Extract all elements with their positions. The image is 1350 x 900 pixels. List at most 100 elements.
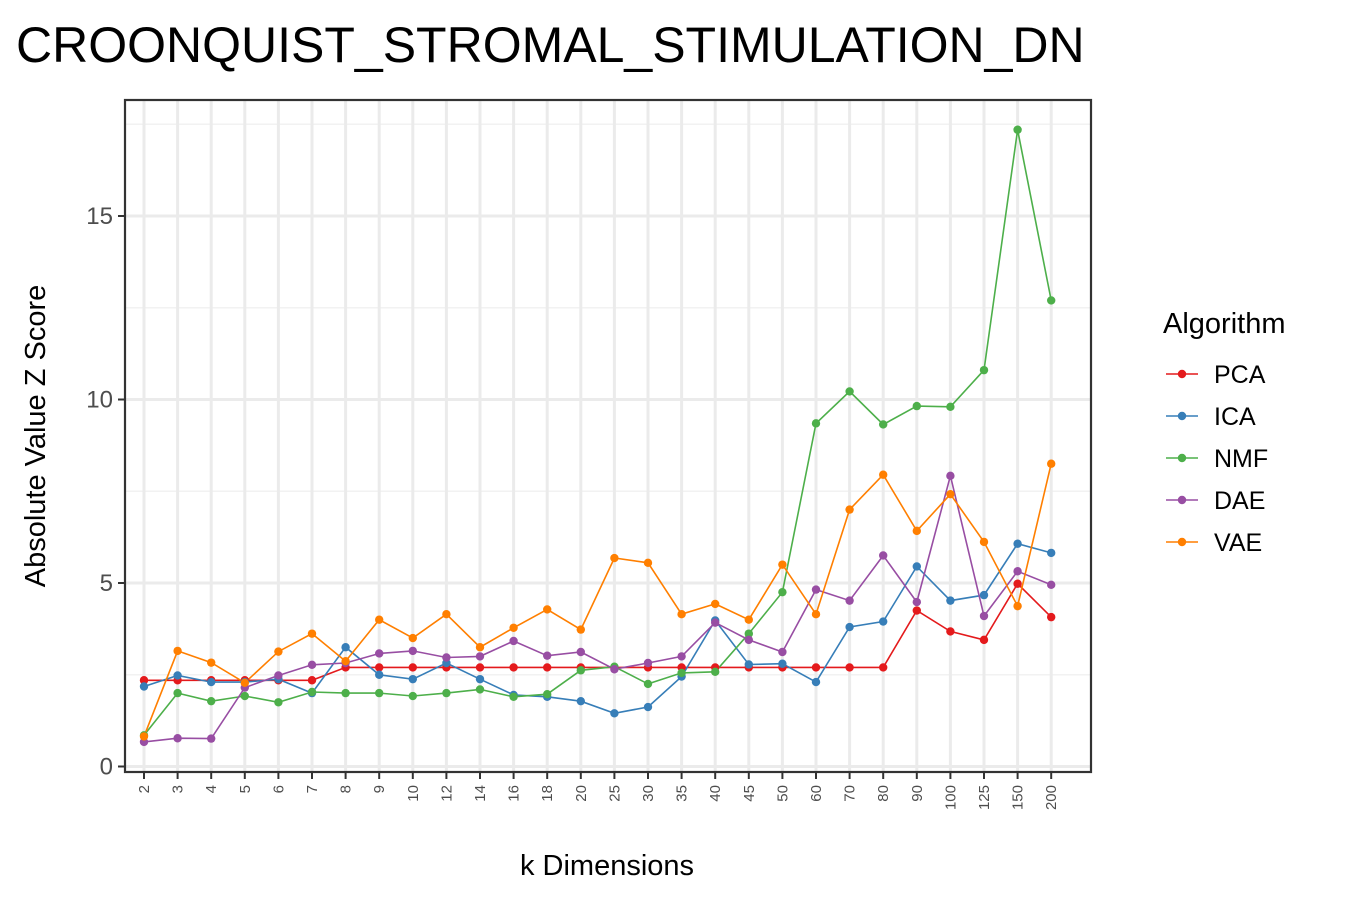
- y-tick-label: 10: [86, 387, 113, 414]
- data-point-nmf: [475, 685, 485, 694]
- data-point-dae: [475, 652, 485, 661]
- data-point-nmf: [341, 688, 350, 698]
- data-point-pca: [979, 635, 989, 645]
- legend-label-ica: ICA: [1214, 403, 1256, 431]
- data-point-vae: [173, 646, 182, 656]
- data-point-ica: [576, 696, 585, 706]
- data-point-nmf: [711, 667, 720, 677]
- x-tick-label: 12: [438, 785, 455, 802]
- data-point-nmf: [912, 401, 921, 411]
- data-point-ica: [879, 617, 888, 626]
- x-tick-label: 80: [875, 785, 892, 802]
- data-point-vae: [139, 732, 149, 741]
- legend-label-nmf: NMF: [1214, 445, 1268, 473]
- data-point-nmf: [375, 688, 384, 698]
- data-point-vae: [610, 553, 619, 563]
- data-point-ica: [1013, 539, 1022, 548]
- data-point-ica: [341, 643, 350, 652]
- data-point-nmf: [543, 690, 552, 699]
- y-tick-label: 5: [100, 570, 113, 597]
- data-point-ica: [475, 674, 485, 684]
- data-point-ica: [173, 671, 182, 680]
- chart-title: CROONQUIST_STROMAL_STIMULATION_DN: [16, 17, 1085, 73]
- x-tick-label: 35: [674, 785, 691, 802]
- data-point-dae: [744, 635, 753, 645]
- x-tick-label: 4: [203, 785, 220, 793]
- data-point-vae: [643, 558, 653, 568]
- data-point-dae: [879, 551, 888, 560]
- data-point-dae: [643, 658, 653, 668]
- data-point-ica: [744, 660, 753, 669]
- data-point-dae: [509, 636, 518, 646]
- data-point-nmf: [576, 666, 585, 675]
- x-tick-label: 3: [170, 785, 187, 793]
- data-point-pca: [408, 663, 417, 672]
- data-point-dae: [375, 649, 384, 658]
- data-point-vae: [442, 609, 451, 619]
- legend-key-point-vae: [1177, 537, 1187, 547]
- data-point-dae: [207, 734, 216, 743]
- data-point-ica: [207, 677, 216, 687]
- data-point-pca: [1047, 612, 1056, 622]
- data-point-vae: [677, 609, 686, 619]
- data-point-nmf: [643, 679, 653, 689]
- data-point-ica: [811, 677, 821, 687]
- data-point-nmf: [1013, 125, 1022, 134]
- data-point-vae: [711, 599, 720, 609]
- data-point-vae: [543, 605, 552, 614]
- data-point-vae: [475, 643, 485, 652]
- data-point-dae: [1047, 580, 1056, 590]
- x-tick-label: 9: [371, 785, 388, 793]
- data-point-pca: [1013, 579, 1022, 588]
- data-point-dae: [811, 585, 821, 594]
- data-point-ica: [408, 674, 417, 684]
- x-tick-label: 70: [842, 785, 859, 802]
- data-point-vae: [240, 678, 249, 688]
- data-point-dae: [307, 660, 317, 670]
- x-tick-label: 18: [539, 785, 556, 802]
- data-point-vae: [845, 505, 854, 514]
- data-point-dae: [778, 647, 787, 657]
- legend-key-point-ica: [1177, 411, 1187, 421]
- data-point-dae: [845, 596, 854, 605]
- data-point-dae: [173, 734, 182, 743]
- data-point-dae: [912, 597, 921, 607]
- data-point-nmf: [173, 688, 182, 698]
- data-point-pca: [912, 606, 921, 615]
- data-point-vae: [207, 658, 216, 667]
- data-point-pca: [509, 663, 518, 672]
- series-line-vae: [143, 463, 1052, 737]
- data-point-pca: [139, 676, 149, 685]
- data-point-nmf: [1047, 296, 1056, 305]
- data-point-vae: [576, 625, 585, 634]
- data-point-dae: [1013, 567, 1022, 576]
- x-axis-title: k Dimensions: [520, 850, 694, 882]
- data-point-vae: [307, 629, 317, 638]
- data-point-dae: [946, 471, 955, 481]
- series-line-nmf: [143, 129, 1052, 736]
- data-point-vae: [1047, 459, 1056, 468]
- legend-key-point-nmf: [1177, 453, 1187, 463]
- x-tick-label: 150: [1010, 785, 1027, 810]
- data-point-dae: [408, 646, 417, 656]
- y-axis-title: Absolute Value Z Score: [20, 285, 52, 588]
- data-point-nmf: [442, 688, 451, 698]
- x-tick-label: 45: [741, 785, 758, 802]
- data-point-dae: [274, 671, 283, 680]
- data-point-nmf: [509, 692, 518, 701]
- x-tick-label: 14: [472, 785, 489, 802]
- y-tick-label: 0: [100, 754, 113, 781]
- data-point-nmf: [979, 365, 989, 375]
- data-point-nmf: [845, 387, 854, 396]
- data-point-vae: [778, 560, 787, 569]
- x-tick-label: 7: [304, 785, 321, 793]
- data-point-pca: [375, 663, 384, 672]
- data-point-vae: [946, 489, 955, 499]
- x-tick-label: 25: [606, 785, 623, 802]
- data-point-ica: [375, 670, 384, 679]
- data-point-pca: [307, 676, 317, 685]
- data-point-ica: [610, 709, 619, 718]
- data-point-dae: [442, 653, 451, 662]
- data-point-dae: [677, 652, 686, 661]
